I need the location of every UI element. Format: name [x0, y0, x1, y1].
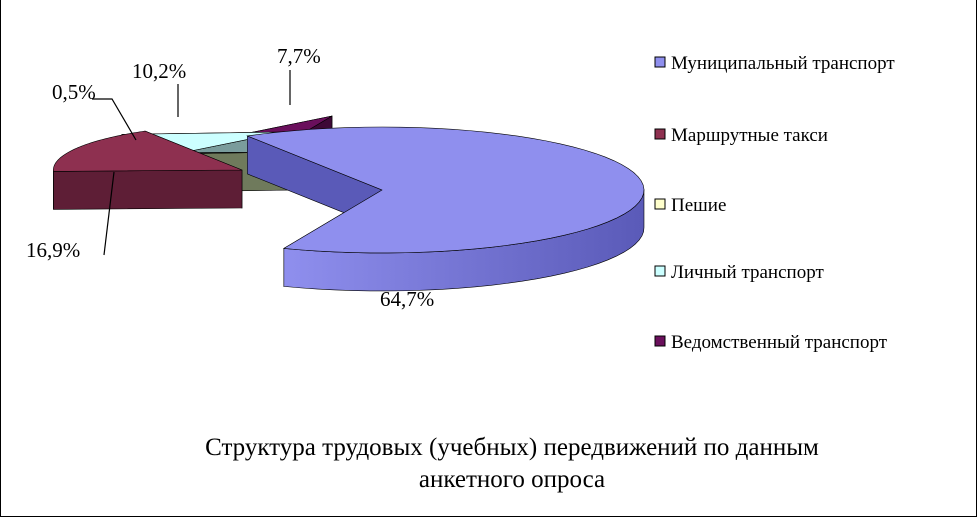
pie-slice-municipal — [246, 126, 645, 292]
legend-swatch-personal — [654, 265, 666, 277]
pie-slice-minibus — [53, 130, 243, 210]
leader-lines — [92, 70, 291, 256]
chart-title-line-1: Структура трудовых (учебных) передвижени… — [205, 434, 819, 461]
data-label-personal: 10,2% — [132, 59, 186, 83]
data-label-municipal: 64,7% — [380, 287, 434, 311]
legend-swatch-municipal — [654, 56, 666, 68]
data-label-walking: 0,5% — [52, 80, 96, 104]
pie-slices — [53, 115, 645, 292]
leader-line-minibus — [103, 171, 115, 256]
chart-title-line-2: анкетного опроса — [418, 466, 606, 493]
legend-swatch-minibus — [654, 128, 666, 140]
leader-line-walking — [92, 98, 137, 141]
data-label-minibus: 16,9% — [26, 238, 80, 262]
legend-label-minibus: Маршрутные такси — [671, 125, 828, 146]
chart-title: Структура трудовых (учебных) передвижени… — [0, 432, 979, 496]
legend-swatch-departmental — [654, 335, 666, 347]
legend-label-municipal: Муниципальный транспорт — [671, 53, 895, 74]
data-labels: 64,7% 16,9% 0,5% 10,2% 7,7% — [26, 44, 434, 311]
legend-swatch-walking — [654, 198, 666, 210]
legend-label-walking: Пешие — [671, 195, 726, 216]
legend-label-departmental: Ведомственный транспорт — [671, 332, 888, 353]
legend-label-personal: Личный транспорт — [671, 262, 824, 283]
legend: Муниципальный транспорт Маршрутные такси… — [654, 53, 895, 353]
data-label-departmental: 7,7% — [277, 44, 321, 68]
